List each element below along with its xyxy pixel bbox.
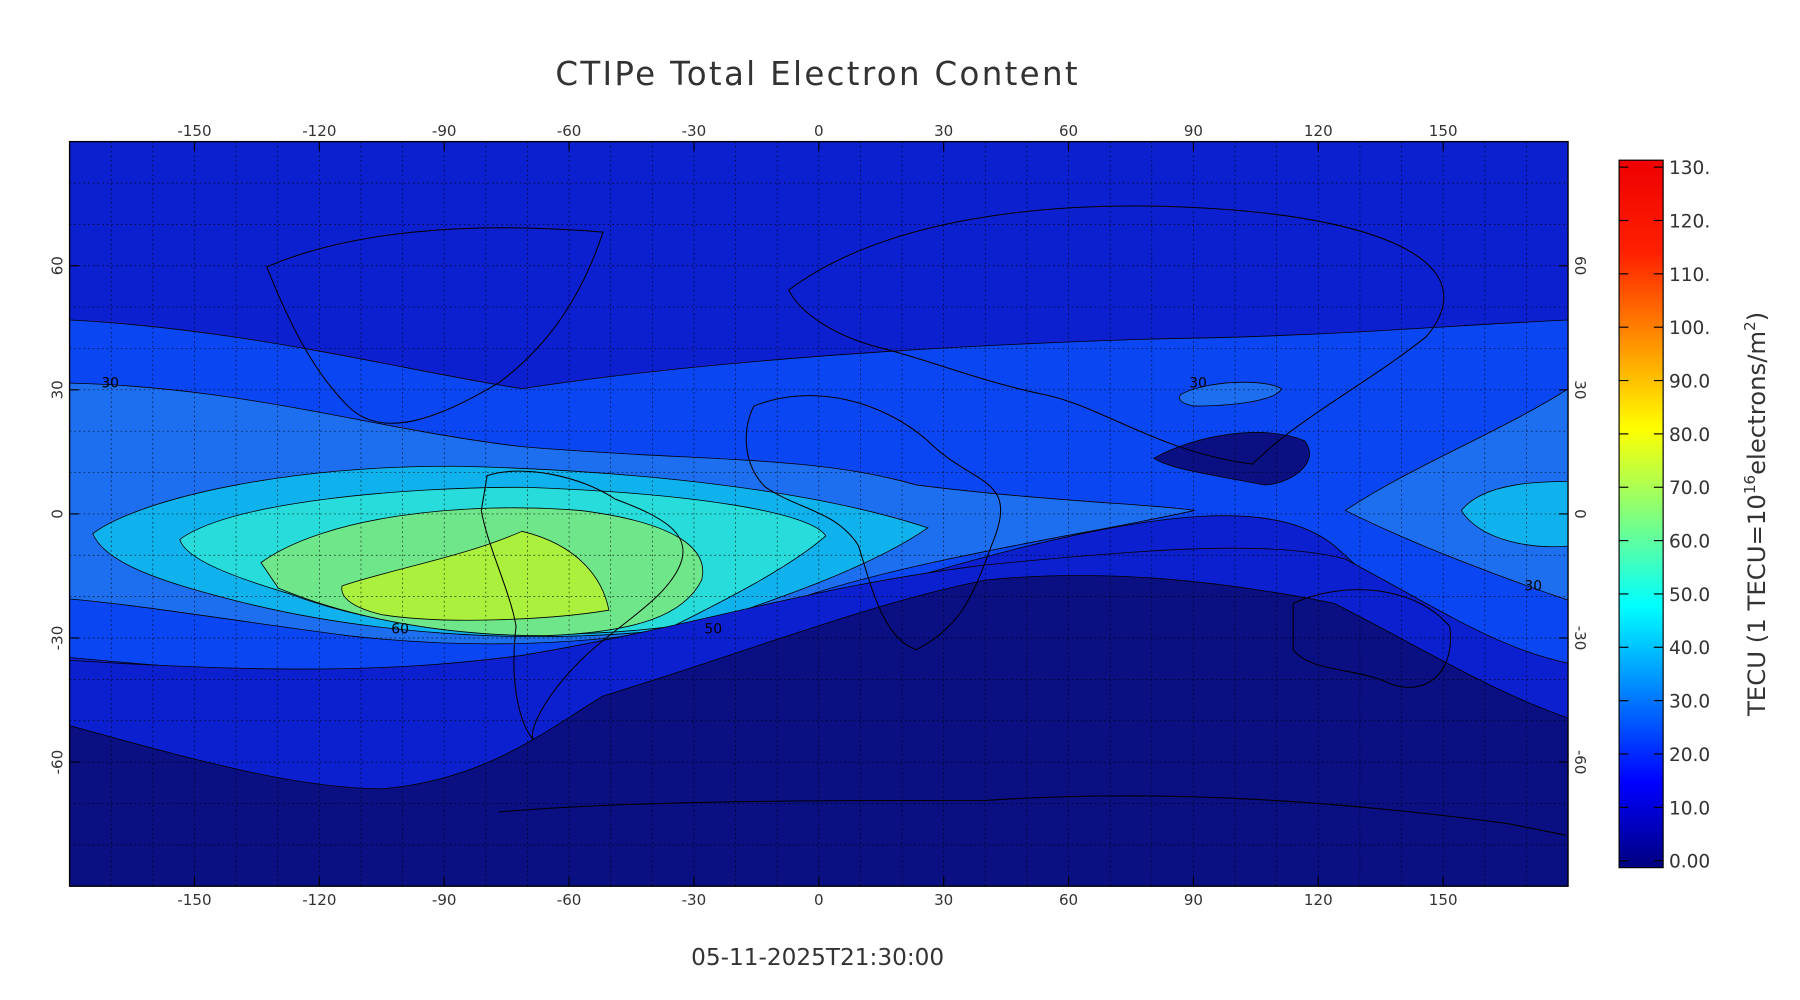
lon-tick-label: 0 <box>814 122 824 140</box>
tec-field <box>69 141 1569 887</box>
label-part: ) <box>1742 312 1771 322</box>
contour-label: 30 <box>1189 376 1207 392</box>
lon-tick-label: 0 <box>814 891 824 909</box>
band-70-80 <box>341 530 610 621</box>
contour-label: 30 <box>101 376 119 392</box>
contour-labels: 30 30 60 50 30 <box>101 376 1542 638</box>
lat-tick-label: -30 <box>49 626 67 651</box>
lon-tick-label: 30 <box>934 122 953 140</box>
grid <box>69 141 1569 887</box>
lon-tick-label: -120 <box>302 122 336 140</box>
lon-tick-label: -120 <box>302 891 336 909</box>
colorbar-tick-label: 0.00 <box>1669 852 1710 873</box>
lon-tick-label: -90 <box>432 122 457 140</box>
coastlines <box>266 205 1566 836</box>
label-part: electrons/m <box>1742 331 1771 475</box>
label-part: TECU (1 TECU=10 <box>1742 494 1771 717</box>
lon-tick-label: -90 <box>432 891 457 909</box>
band-0-10 <box>1153 432 1310 486</box>
lat-tick-label: -30 <box>1571 626 1589 651</box>
colorbar-tick-label: 60.0 <box>1669 532 1710 553</box>
title: CTIPe Total Electron Content <box>555 55 1080 93</box>
band-40-50 <box>1460 481 1569 548</box>
contour-label: 60 <box>391 621 409 637</box>
lon-tick-label: -150 <box>177 122 211 140</box>
band-30-40 <box>1179 381 1283 407</box>
colorbar-label: TECU (1 TECU=1016electrons/m2) <box>1741 312 1771 717</box>
lon-tick-label: -30 <box>682 122 707 140</box>
lat-tick-label: 60 <box>1571 256 1589 275</box>
timestamp: 05-11-2025T21:30:00 <box>691 944 944 971</box>
lat-tick-label: 0 <box>49 509 67 519</box>
colorbar-tick-label: 120. <box>1669 211 1710 232</box>
colorbar-tick-label: 130. <box>1669 158 1710 179</box>
label-exponent: 16 <box>1741 475 1759 494</box>
lon-tick-label: 150 <box>1429 122 1458 140</box>
lon-tick-label: -60 <box>557 891 582 909</box>
colorbar <box>1618 159 1664 869</box>
colorbar-tick-label: 70.0 <box>1669 478 1710 499</box>
lat-tick-label: 30 <box>1571 380 1589 399</box>
lon-tick-label: 90 <box>1184 891 1203 909</box>
lon-tick-label: 60 <box>1059 891 1078 909</box>
lon-tick-label: 60 <box>1059 122 1078 140</box>
contour-label: 50 <box>704 621 722 637</box>
colorbar-tick-label: 40.0 <box>1669 638 1710 659</box>
lon-tick-label: -30 <box>682 891 707 909</box>
lon-tick-label: 120 <box>1304 122 1333 140</box>
label-exponent: 2 <box>1741 321 1759 331</box>
band-30-40 <box>1344 388 1569 601</box>
lat-tick-label: -60 <box>49 750 67 775</box>
lon-tick-label: 90 <box>1184 122 1203 140</box>
colorbar-tick-label: 90.0 <box>1669 372 1710 393</box>
lat-tick-label: -60 <box>1571 750 1589 775</box>
colorbar-tick-label: 20.0 <box>1669 745 1710 766</box>
contour-label: 30 <box>1524 578 1542 594</box>
colorbar-tick-label: 10.0 <box>1669 798 1710 819</box>
lon-tick-label: -60 <box>557 122 582 140</box>
colorbar-tick-label: 80.0 <box>1669 425 1710 446</box>
lon-tick-label: -150 <box>177 891 211 909</box>
lat-tick-label: 30 <box>49 380 67 399</box>
lon-tick-label: 30 <box>934 891 953 909</box>
colorbar-tick-label: 100. <box>1669 318 1710 339</box>
lat-tick-label: 0 <box>1571 509 1589 519</box>
lat-tick-label: 60 <box>49 256 67 275</box>
lon-tick-label: 120 <box>1304 891 1333 909</box>
lon-tick-label: 150 <box>1429 891 1458 909</box>
colorbar-tick-label: 110. <box>1669 265 1710 286</box>
colorbar-tick-label: 30.0 <box>1669 692 1710 713</box>
colorbar-tick-label: 50.0 <box>1669 585 1710 606</box>
